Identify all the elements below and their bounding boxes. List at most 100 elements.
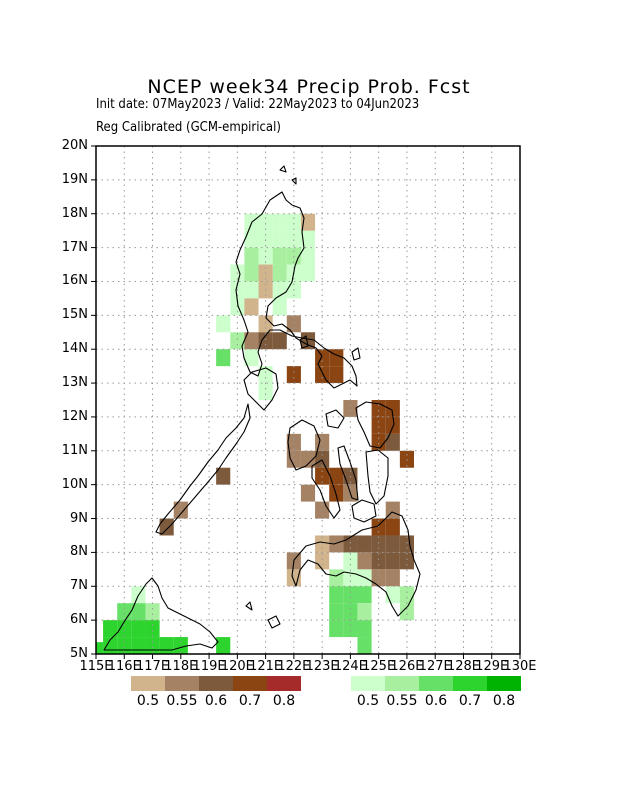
- above-normal-probability-cell: [117, 620, 132, 638]
- above-normal-probability-cell: [329, 586, 344, 604]
- longitude-label: 119E: [192, 659, 226, 674]
- above-normal-probability-cell: [286, 213, 301, 231]
- above-normal-probability-cell: [399, 603, 414, 621]
- above-normal-legend-label: 0.5: [356, 693, 380, 709]
- above-normal-probability-cell: [103, 620, 118, 638]
- latitude-label: 15N: [61, 307, 88, 323]
- below-normal-probability-cell: [329, 349, 344, 367]
- below-normal-probability-cell: [272, 332, 287, 350]
- longitude-label: 125E: [362, 659, 396, 674]
- above-normal-probability-cell: [300, 230, 316, 248]
- below-normal-probability-cell: [315, 433, 330, 451]
- below-normal-probability-cell: [258, 315, 273, 333]
- map-frame: [91, 145, 521, 659]
- above-normal-probability-cell: [117, 637, 132, 654]
- above-normal-legend-swatch: [351, 676, 385, 691]
- longitude-label: 117E: [136, 659, 170, 674]
- above-normal-probability-cell: [272, 298, 287, 316]
- below-normal-legend-label: 0.5: [136, 693, 160, 709]
- above-normal-legend-swatch: [419, 676, 453, 691]
- above-normal-probability-cell: [343, 620, 358, 638]
- latitude-label: 7N: [70, 578, 88, 594]
- latitude-label: 13N: [61, 375, 88, 391]
- above-normal-legend-swatch: [487, 676, 521, 691]
- above-normal-probability-cell: [329, 603, 344, 621]
- above-normal-probability-cell: [385, 586, 400, 604]
- samar-coastline: [355, 401, 395, 449]
- above-normal-probability-cell: [357, 620, 372, 638]
- below-normal-probability-cell: [244, 332, 259, 350]
- above-normal-probability-cell: [173, 637, 188, 654]
- below-normal-probability-cell: [286, 569, 301, 587]
- longitude-label: 116E: [107, 659, 141, 674]
- above-normal-probability-cell: [300, 264, 316, 282]
- above-normal-probability-cell: [272, 247, 287, 265]
- above-normal-probability-cell: [244, 247, 259, 265]
- below-normal-legend-label: 0.7: [238, 693, 262, 709]
- latitude-label: 18N: [61, 205, 88, 221]
- longitude-label: 123E: [305, 659, 339, 674]
- below-normal-probability-cell: [399, 535, 414, 553]
- below-normal-probability-cell: [343, 535, 358, 553]
- below-normal-probability-cell: [315, 552, 330, 570]
- below-normal-probability-cell: [357, 552, 372, 570]
- above-normal-probability-cell: [216, 637, 231, 654]
- below-normal-probability-cell: [286, 366, 301, 384]
- above-normal-probability-cell: [343, 603, 358, 621]
- latitude-label: 19N: [61, 171, 88, 187]
- latitude-label: 12N: [61, 408, 88, 424]
- above-normal-probability-cell: [216, 349, 231, 367]
- below-normal-probability-cell: [399, 552, 414, 570]
- above-normal-probability-cell: [300, 247, 316, 265]
- above-normal-probability-cell: [272, 264, 287, 282]
- below-normal-probability-cell: [315, 450, 330, 468]
- longitude-label: 115E: [79, 659, 113, 674]
- latitude-label: 20N: [61, 138, 88, 153]
- below-normal-probability-cell: [399, 450, 414, 468]
- below-normal-probability-cell: [385, 518, 400, 536]
- below-normal-probability-cell: [371, 400, 386, 417]
- below-normal-probability-cell: [216, 467, 231, 485]
- below-normal-probability-cell: [371, 552, 386, 570]
- above-normal-probability-cell: [230, 332, 245, 350]
- latitude-label: 8N: [70, 544, 88, 560]
- latitude-label: 5N: [70, 646, 88, 661]
- above-normal-probability-cell: [272, 230, 287, 248]
- init-valid-date-subtitle: Init date: 07May2023 / Valid: 22May2023 …: [96, 97, 420, 112]
- above-normal-legend-label: 0.8: [492, 693, 516, 709]
- latitude-label: 17N: [61, 239, 88, 255]
- below-normal-legend-swatch: [233, 676, 267, 691]
- below-normal-probability-cell: [385, 416, 400, 434]
- above-normal-probability-cell: [244, 264, 259, 282]
- latitude-label: 14N: [61, 341, 88, 357]
- above-normal-probability-cell: [343, 552, 358, 570]
- below-normal-probability-cell: [385, 433, 400, 451]
- above-normal-probability-cell: [357, 603, 372, 621]
- catanduanes-coastline: [351, 347, 361, 361]
- below-normal-legend-label: 0.55: [166, 693, 198, 709]
- below-normal-legend-label: 0.8: [272, 693, 296, 709]
- above-normal-probability-cell: [159, 637, 174, 654]
- panay-coastline: [287, 419, 321, 471]
- latitude-label: 9N: [70, 510, 88, 526]
- below-normal-probability-cell: [371, 535, 386, 553]
- above-normal-probability-cell: [131, 603, 146, 621]
- longitude-label: 124E: [333, 659, 367, 674]
- above-normal-probability-cell: [131, 620, 146, 638]
- above-normal-legend-label: 0.7: [458, 693, 482, 709]
- below-normal-probability-cell: [286, 315, 301, 333]
- latitude-label: 11N: [61, 442, 88, 458]
- below-normal-probability-cell: [300, 450, 316, 468]
- longitude-label: 126E: [390, 659, 424, 674]
- below-normal-legend-swatch: [165, 676, 199, 691]
- longitude-label: 120E: [220, 659, 254, 674]
- below-normal-probability-cell: [385, 569, 400, 587]
- longitude-label: 122E: [277, 659, 311, 674]
- basilan-coastline: [267, 615, 281, 629]
- below-normal-probability-cell: [300, 484, 316, 502]
- above-normal-legend-label: 0.55: [386, 693, 418, 709]
- below-normal-probability-cell: [329, 467, 344, 485]
- below-normal-probability-cell: [343, 400, 358, 417]
- above-normal-probability-cell: [244, 281, 259, 299]
